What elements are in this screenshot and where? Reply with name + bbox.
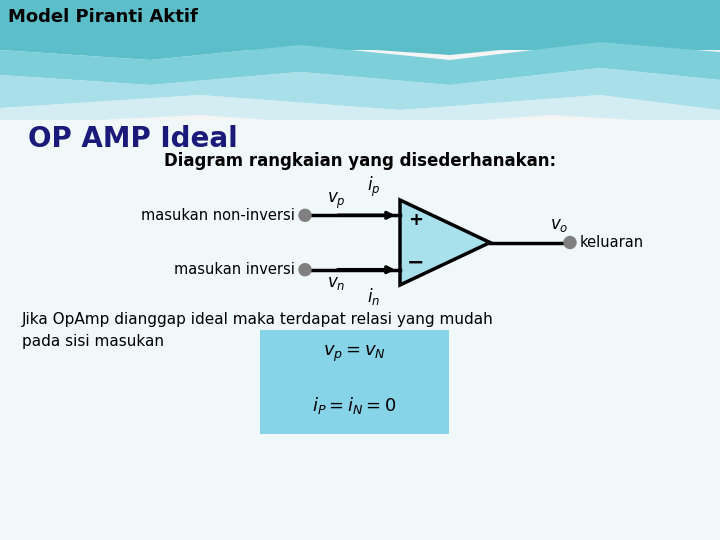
- FancyBboxPatch shape: [0, 120, 720, 540]
- Text: keluaran: keluaran: [580, 235, 644, 250]
- Circle shape: [299, 210, 311, 221]
- Text: $i_P = i_N = 0$: $i_P = i_N = 0$: [312, 395, 397, 416]
- Text: $v_p$: $v_p$: [327, 191, 346, 211]
- Text: Model Piranti Aktif: Model Piranti Aktif: [8, 8, 198, 26]
- FancyBboxPatch shape: [0, 0, 720, 50]
- Text: Diagram rangkaian yang disederhanakan:: Diagram rangkaian yang disederhanakan:: [164, 152, 556, 170]
- Text: +: +: [408, 211, 423, 229]
- FancyBboxPatch shape: [260, 330, 449, 434]
- Text: masukan non-inversi: masukan non-inversi: [141, 208, 295, 223]
- Polygon shape: [0, 0, 720, 60]
- Text: $i_n$: $i_n$: [367, 286, 380, 307]
- Text: $i_p$: $i_p$: [367, 175, 380, 199]
- Text: −: −: [408, 253, 425, 273]
- Text: masukan inversi: masukan inversi: [174, 262, 295, 277]
- Circle shape: [564, 237, 576, 248]
- Polygon shape: [0, 95, 720, 128]
- Text: $v_o$: $v_o$: [550, 217, 568, 234]
- Polygon shape: [0, 42, 720, 85]
- Polygon shape: [0, 68, 720, 110]
- Text: $v_n$: $v_n$: [327, 274, 346, 292]
- Circle shape: [299, 264, 311, 276]
- Text: OP AMP Ideal: OP AMP Ideal: [28, 125, 238, 153]
- Text: $v_p = v_N$: $v_p = v_N$: [323, 344, 386, 364]
- Text: Jika OpAmp dianggap ideal maka terdapat relasi yang mudah
pada sisi masukan: Jika OpAmp dianggap ideal maka terdapat …: [22, 312, 494, 349]
- Polygon shape: [400, 200, 490, 285]
